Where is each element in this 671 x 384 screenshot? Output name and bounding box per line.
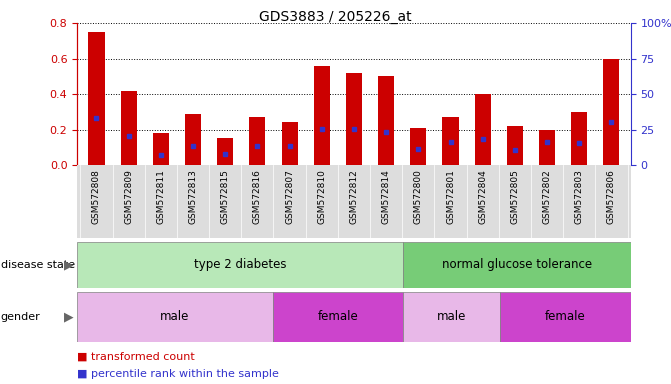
Text: GSM572812: GSM572812 bbox=[350, 169, 358, 223]
Text: type 2 diabetes: type 2 diabetes bbox=[194, 258, 287, 271]
Text: GSM572815: GSM572815 bbox=[221, 169, 229, 223]
Bar bbox=[403, 292, 501, 342]
Bar bbox=[217, 139, 234, 165]
Text: GSM572800: GSM572800 bbox=[414, 169, 423, 223]
Text: GDS3883 / 205226_at: GDS3883 / 205226_at bbox=[259, 10, 412, 23]
Bar bbox=[272, 292, 403, 342]
Text: male: male bbox=[160, 310, 189, 323]
Text: ■ percentile rank within the sample: ■ percentile rank within the sample bbox=[77, 369, 279, 379]
Bar bbox=[603, 59, 619, 165]
Text: ▶: ▶ bbox=[64, 258, 74, 271]
Text: female: female bbox=[546, 310, 586, 323]
Text: GSM572805: GSM572805 bbox=[511, 169, 519, 223]
Bar bbox=[250, 117, 266, 165]
Bar bbox=[539, 130, 555, 165]
Bar bbox=[314, 66, 330, 165]
Text: GSM572802: GSM572802 bbox=[543, 169, 552, 223]
Bar bbox=[474, 94, 491, 165]
Text: GSM572804: GSM572804 bbox=[478, 169, 487, 223]
Bar bbox=[77, 242, 403, 288]
Bar bbox=[185, 114, 201, 165]
Text: GSM572813: GSM572813 bbox=[189, 169, 197, 223]
Text: GSM572810: GSM572810 bbox=[317, 169, 326, 223]
Text: GSM572816: GSM572816 bbox=[253, 169, 262, 223]
Text: GSM572803: GSM572803 bbox=[575, 169, 584, 223]
Bar bbox=[571, 112, 587, 165]
Bar bbox=[403, 242, 631, 288]
Bar bbox=[77, 292, 272, 342]
Text: ▶: ▶ bbox=[64, 310, 74, 323]
Text: male: male bbox=[437, 310, 466, 323]
Text: GSM572808: GSM572808 bbox=[92, 169, 101, 223]
Text: GSM572801: GSM572801 bbox=[446, 169, 455, 223]
Text: GSM572807: GSM572807 bbox=[285, 169, 294, 223]
Bar bbox=[346, 73, 362, 165]
Text: GSM572814: GSM572814 bbox=[382, 169, 391, 223]
Text: gender: gender bbox=[1, 312, 40, 322]
Text: ■ transformed count: ■ transformed count bbox=[77, 352, 195, 362]
Bar bbox=[410, 128, 426, 165]
Bar bbox=[378, 76, 394, 165]
Text: GSM572809: GSM572809 bbox=[124, 169, 133, 223]
Text: normal glucose tolerance: normal glucose tolerance bbox=[442, 258, 592, 271]
Text: disease state: disease state bbox=[1, 260, 74, 270]
Bar bbox=[501, 292, 631, 342]
Bar bbox=[442, 117, 458, 165]
Text: female: female bbox=[317, 310, 358, 323]
Bar bbox=[121, 91, 137, 165]
Bar bbox=[153, 133, 169, 165]
Bar bbox=[89, 32, 105, 165]
Text: GSM572811: GSM572811 bbox=[156, 169, 165, 223]
Text: GSM572806: GSM572806 bbox=[607, 169, 616, 223]
Bar bbox=[507, 126, 523, 165]
Bar bbox=[282, 122, 298, 165]
